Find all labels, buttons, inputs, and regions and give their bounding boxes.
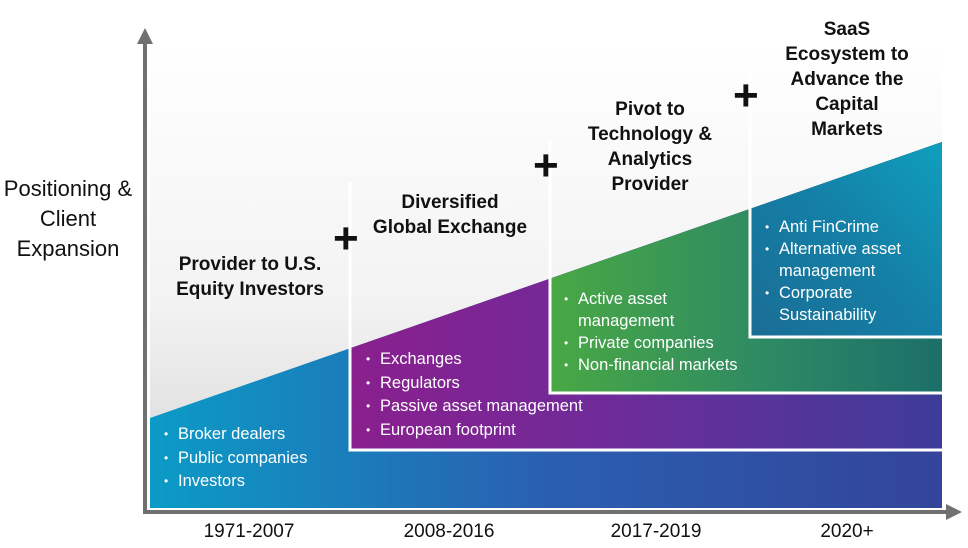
list-item: Public companies [164,447,344,471]
axes [143,42,948,514]
stage-3-title: Pivot to Technology & Analytics Provider [587,99,713,195]
list-item: Regulators [366,372,626,396]
separator-stage-2 [348,182,942,452]
list-item: European footprint [366,419,626,443]
list-item: Anti FinCrime [765,216,937,238]
list-item: Active asset management [564,288,708,332]
period-label: 2020+ [820,521,874,542]
y-axis-label: Positioning & Client Expansion [3,176,133,261]
list-item: Exchanges [366,348,626,372]
plus-icon: + [733,71,759,120]
stage-4-list: Anti FinCrime Alternative asset manageme… [765,216,937,326]
stage-2-list: Exchanges Regulators Passive asset manag… [366,348,626,442]
list-item: Private companies [564,332,744,354]
separator-stage-4 [748,70,942,339]
plus-icon: + [533,141,559,190]
stage-3-list: Active asset management Private companie… [564,288,744,376]
plus-icon: + [333,214,359,263]
list-item: Non-financial markets [564,354,744,376]
stage-1-list: Broker dealers Public companies Investor… [164,423,344,494]
period-label: 2017-2019 [610,521,702,542]
period-label: 1971-2007 [203,521,295,542]
list-item: Alternative asset management [765,238,929,282]
stage-1-title: Provider to U.S. Equity Investors [176,254,324,300]
list-item: Broker dealers [164,423,344,447]
list-item: Investors [164,470,344,494]
list-item: Corporate Sustainability [765,282,919,326]
period-label: 2008-2016 [403,521,495,542]
list-item: Passive asset management [366,395,626,419]
stage-4-title: SaaS Ecosystem to Advance the Capital Ma… [785,19,909,140]
y-axis-arrow-icon [137,28,153,44]
stage-2-title: Diversified Global Exchange [372,192,528,238]
x-axis-arrow-icon [946,504,962,520]
